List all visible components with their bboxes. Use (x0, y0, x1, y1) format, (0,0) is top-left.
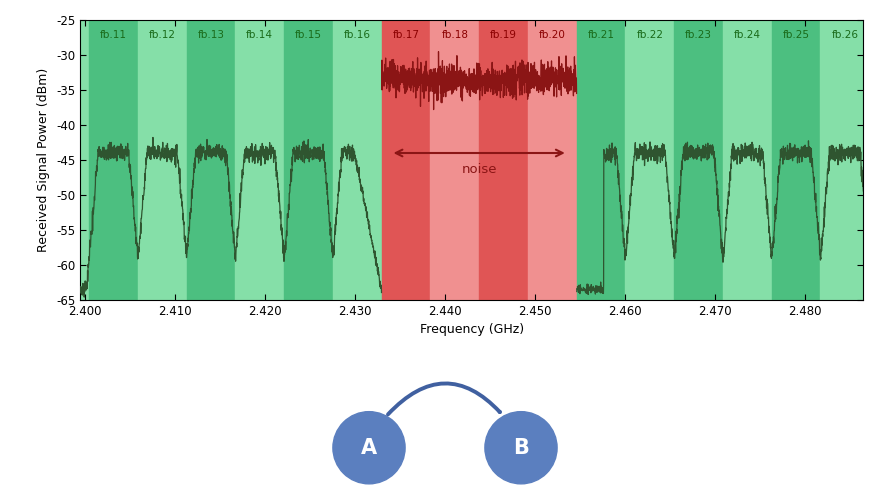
Bar (626, 20, 675, 300)
Bar (431, 20, 479, 300)
Bar (772, 20, 821, 300)
Text: noise: noise (461, 164, 497, 176)
Bar (821, 20, 870, 300)
Text: fb.20: fb.20 (538, 30, 566, 40)
Text: fb.26: fb.26 (831, 30, 858, 40)
Bar (235, 20, 284, 300)
Text: fb.17: fb.17 (392, 30, 419, 40)
Bar (577, 20, 626, 300)
FancyArrowPatch shape (388, 384, 500, 414)
Text: A: A (361, 438, 377, 458)
Bar (382, 20, 431, 300)
Text: fb.25: fb.25 (782, 30, 810, 40)
Text: fb.11: fb.11 (100, 30, 127, 40)
Bar (138, 20, 187, 300)
Bar (528, 20, 577, 300)
Text: fb.16: fb.16 (344, 30, 371, 40)
Bar (89, 20, 138, 300)
Text: fb.22: fb.22 (636, 30, 663, 40)
Bar (675, 20, 723, 300)
Bar (479, 20, 528, 300)
Circle shape (333, 412, 405, 484)
Bar (187, 20, 235, 300)
Bar (284, 20, 333, 300)
Text: fb.12: fb.12 (149, 30, 175, 40)
Circle shape (485, 412, 557, 484)
Text: fb.21: fb.21 (587, 30, 615, 40)
Text: fb.14: fb.14 (247, 30, 273, 40)
Bar (333, 20, 382, 300)
Y-axis label: Received Signal Power (dBm): Received Signal Power (dBm) (37, 68, 51, 252)
Text: fb.19: fb.19 (490, 30, 517, 40)
X-axis label: Frequency (GHz): Frequency (GHz) (420, 324, 523, 336)
Text: fb.18: fb.18 (441, 30, 468, 40)
Bar (723, 20, 772, 300)
Text: fb.15: fb.15 (295, 30, 322, 40)
Text: fb.23: fb.23 (685, 30, 712, 40)
Text: fb.13: fb.13 (198, 30, 224, 40)
Text: fb.24: fb.24 (734, 30, 761, 40)
Text: B: B (513, 438, 529, 458)
